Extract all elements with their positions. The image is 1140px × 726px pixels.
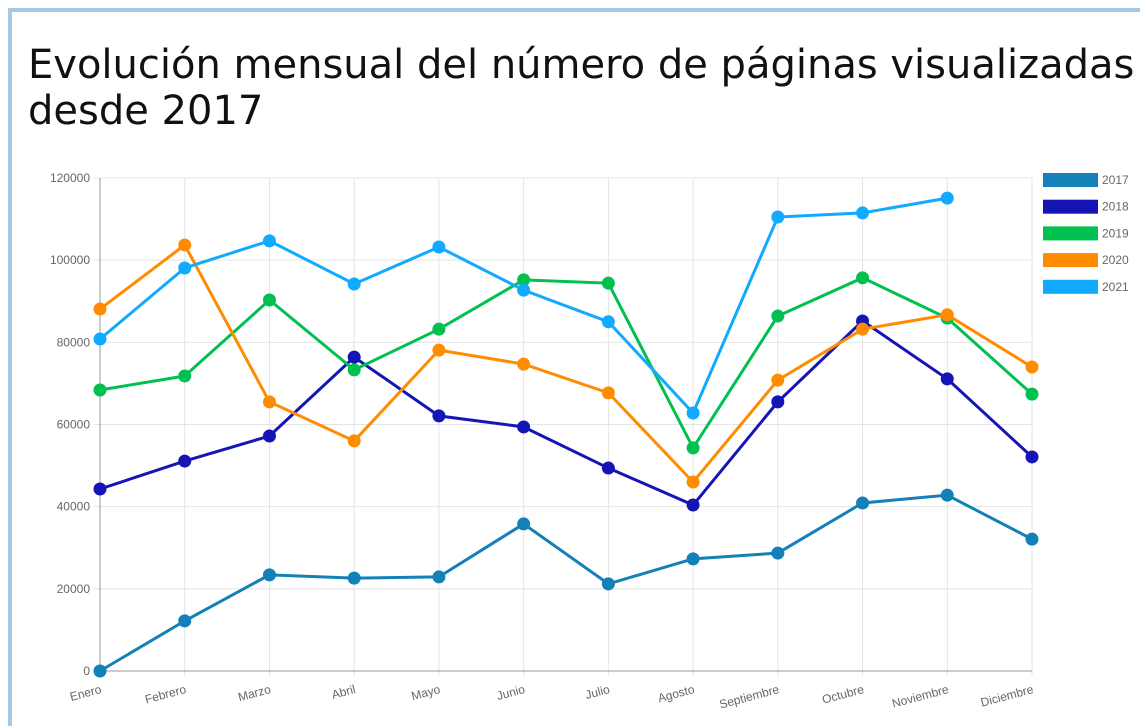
legend-swatch — [1043, 199, 1098, 214]
chart-title: desde 2017 — [28, 88, 263, 134]
data-point — [262, 293, 276, 307]
data-point — [517, 273, 531, 287]
series-line — [99, 242, 1033, 485]
data-point — [771, 546, 785, 560]
x-tick-label: Junio — [495, 682, 527, 703]
data-point — [93, 332, 107, 346]
data-point — [771, 210, 785, 224]
series-line — [99, 276, 1034, 451]
data-point — [940, 191, 954, 205]
x-tick-label: Noviembre — [890, 682, 950, 711]
chart-title: Evolución mensual del número de páginas … — [28, 42, 1134, 88]
x-tick-label: Octubre — [821, 682, 866, 707]
x-tick-label: Enero — [68, 682, 103, 704]
data-point — [178, 369, 192, 383]
legend-swatch — [1043, 226, 1098, 241]
data-point — [940, 308, 954, 322]
frame — [8, 8, 1140, 726]
data-point — [686, 498, 700, 512]
data-point — [601, 577, 615, 591]
data-point — [940, 372, 954, 386]
series-line — [99, 493, 1033, 673]
data-point — [517, 357, 531, 371]
y-tick-label: 100000 — [50, 253, 90, 267]
data-point — [178, 238, 192, 252]
y-tick-label: 60000 — [57, 418, 91, 432]
x-tick-label: Agosto — [656, 682, 696, 705]
legend-label: 2019 — [1102, 226, 1129, 240]
x-tick-label: Julio — [584, 682, 612, 702]
data-point — [347, 350, 361, 364]
data-point — [856, 322, 870, 336]
legend-label: 2020 — [1102, 253, 1129, 267]
data-point — [771, 373, 785, 387]
data-point — [93, 302, 107, 316]
legend-swatch — [1043, 253, 1098, 268]
data-point — [178, 614, 192, 628]
y-tick-label: 0 — [83, 664, 90, 678]
data-point — [262, 429, 276, 443]
data-point — [686, 552, 700, 566]
data-point — [856, 496, 870, 510]
data-point — [686, 441, 700, 455]
data-point — [1025, 450, 1039, 464]
data-point — [347, 277, 361, 291]
legend-label: 2017 — [1102, 173, 1129, 187]
data-point — [347, 571, 361, 585]
data-point — [856, 271, 870, 285]
data-point — [771, 309, 785, 323]
data-point — [686, 406, 700, 420]
data-point — [771, 395, 785, 409]
data-point — [432, 240, 446, 254]
data-point — [517, 283, 531, 297]
data-point — [262, 234, 276, 248]
data-point — [347, 434, 361, 448]
data-point — [517, 420, 531, 434]
data-point — [178, 261, 192, 275]
data-point — [178, 454, 192, 468]
x-tick-label: Diciembre — [979, 682, 1035, 710]
legend-swatch — [1043, 279, 1098, 294]
y-tick-label: 80000 — [57, 335, 91, 349]
y-tick-label: 120000 — [50, 171, 90, 185]
data-point — [93, 383, 107, 397]
data-point — [432, 343, 446, 357]
data-point — [856, 206, 870, 220]
data-point — [93, 664, 107, 678]
data-point — [432, 322, 446, 336]
data-point — [601, 461, 615, 475]
x-tick-label: Marzo — [236, 682, 272, 704]
data-point — [262, 395, 276, 409]
data-point — [686, 475, 700, 489]
data-point — [940, 488, 954, 502]
data-point — [1025, 360, 1039, 374]
y-tick-label: 40000 — [57, 500, 91, 514]
data-point — [1025, 532, 1039, 546]
data-point — [601, 276, 615, 290]
data-point — [432, 409, 446, 423]
y-tick-label: 20000 — [57, 582, 91, 596]
data-point — [347, 363, 361, 377]
legend-label: 2018 — [1102, 200, 1129, 214]
legend-swatch — [1043, 173, 1098, 187]
data-point — [93, 482, 107, 496]
x-tick-label: Febrero — [143, 682, 188, 706]
x-tick-label: Mayo — [410, 682, 442, 703]
data-point — [601, 315, 615, 329]
legend-label: 2021 — [1102, 280, 1129, 294]
data-point — [432, 570, 446, 584]
data-point — [517, 517, 531, 531]
data-point — [262, 568, 276, 582]
x-tick-label: Abril — [330, 682, 357, 702]
x-tick-label: Septiembre — [718, 682, 781, 711]
data-point — [601, 386, 615, 400]
series-line — [99, 319, 1034, 507]
data-point — [1025, 387, 1039, 401]
